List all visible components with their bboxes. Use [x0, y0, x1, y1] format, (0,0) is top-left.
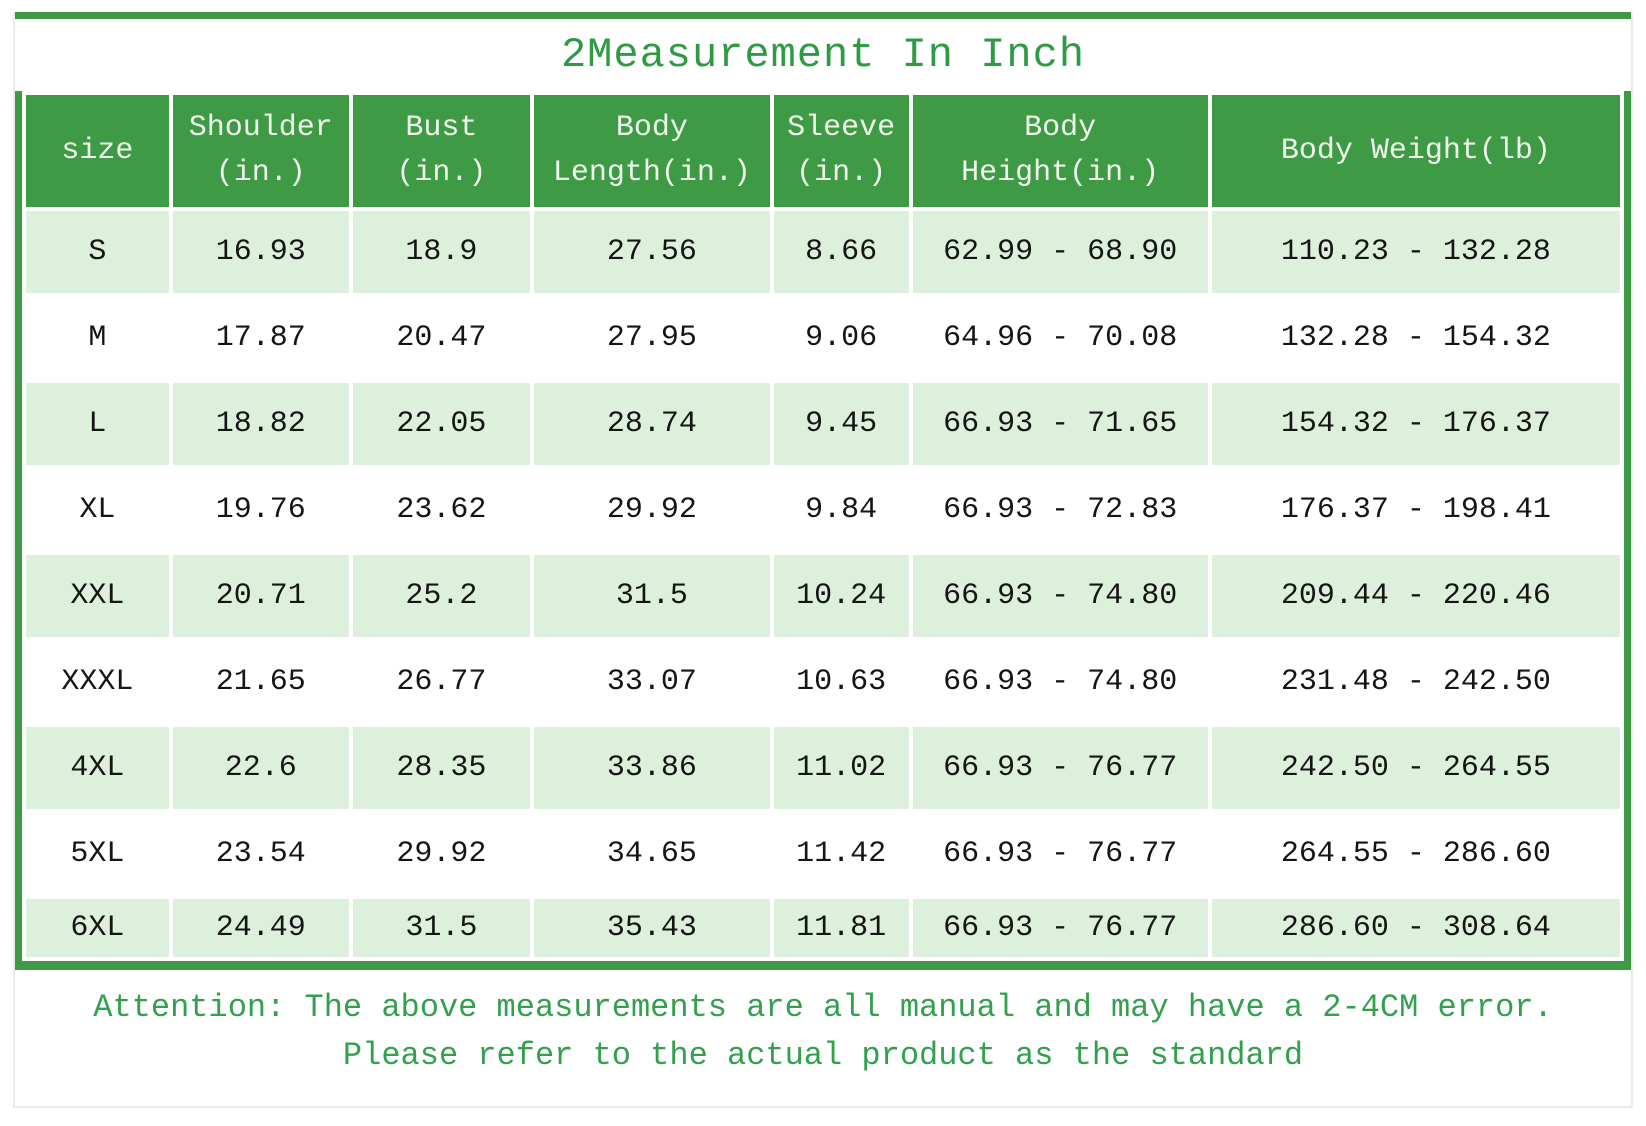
- table-cell: 264.55 - 286.60: [1211, 813, 1620, 895]
- table-cell: 23.54: [172, 813, 349, 895]
- table-cell: 23.62: [352, 469, 531, 551]
- col-header-body-height: Body Height(in.): [912, 95, 1208, 207]
- size-cell: XL: [26, 469, 169, 551]
- col-header-bust: Bust (in.): [352, 95, 531, 207]
- table-cell: 66.93 - 74.80: [912, 555, 1208, 637]
- size-cell: XXXL: [26, 641, 169, 723]
- table-row-m: M 17.87 20.47 27.95 9.06 64.96 - 70.08 1…: [26, 297, 1620, 379]
- table-cell: 9.06: [773, 297, 909, 379]
- table-row-5xl: 5XL 23.54 29.92 34.65 11.42 66.93 - 76.7…: [26, 813, 1620, 895]
- top-accent-bar: [15, 12, 1631, 19]
- col-header-body-length: Body Length(in.): [534, 95, 770, 207]
- size-chart-card: 2Measurement In Inch size Shoulder (in.)…: [13, 12, 1633, 1108]
- table-cell: 9.45: [773, 383, 909, 465]
- table-cell: 176.37 - 198.41: [1211, 469, 1620, 551]
- note-line-1: Attention: The above measurements are al…: [93, 989, 1553, 1026]
- table-cell: 110.23 - 132.28: [1211, 211, 1620, 293]
- table-cell: 26.77: [352, 641, 531, 723]
- table-cell: 9.84: [773, 469, 909, 551]
- table-cell: 10.24: [773, 555, 909, 637]
- table-cell: 231.48 - 242.50: [1211, 641, 1620, 723]
- size-cell: 6XL: [26, 899, 169, 957]
- table-row-s: S 16.93 18.9 27.56 8.66 62.99 - 68.90 11…: [26, 211, 1620, 293]
- table-cell: 66.93 - 71.65: [912, 383, 1208, 465]
- table-cell: 28.74: [534, 383, 770, 465]
- table-cell: 29.92: [534, 469, 770, 551]
- table-row-xl: XL 19.76 23.62 29.92 9.84 66.93 - 72.83 …: [26, 469, 1620, 551]
- table-cell: 24.49: [172, 899, 349, 957]
- table-cell: 25.2: [352, 555, 531, 637]
- table-cell: 22.05: [352, 383, 531, 465]
- table-cell: 27.95: [534, 297, 770, 379]
- table-cell: 11.81: [773, 899, 909, 957]
- size-cell: L: [26, 383, 169, 465]
- table-cell: 20.71: [172, 555, 349, 637]
- table-row-4xl: 4XL 22.6 28.35 33.86 11.02 66.93 - 76.77…: [26, 727, 1620, 809]
- table-cell: 11.42: [773, 813, 909, 895]
- size-cell: XXL: [26, 555, 169, 637]
- table-cell: 132.28 - 154.32: [1211, 297, 1620, 379]
- table-cell: 34.65: [534, 813, 770, 895]
- col-header-body-weight: Body Weight(lb): [1211, 95, 1620, 207]
- table-cell: 22.6: [172, 727, 349, 809]
- table-cell: 8.66: [773, 211, 909, 293]
- table-cell: 27.56: [534, 211, 770, 293]
- size-cell: 5XL: [26, 813, 169, 895]
- table-cell: 21.65: [172, 641, 349, 723]
- table-cell: 20.47: [352, 297, 531, 379]
- table-cell: 33.86: [534, 727, 770, 809]
- table-cell: 154.32 - 176.37: [1211, 383, 1620, 465]
- table-cell: 66.93 - 76.77: [912, 899, 1208, 957]
- table-row-6xl: 6XL 24.49 31.5 35.43 11.81 66.93 - 76.77…: [26, 899, 1620, 957]
- size-table-wrapper: size Shoulder (in.) Bust (in.) Body Leng…: [15, 91, 1631, 970]
- table-cell: 10.63: [773, 641, 909, 723]
- table-cell: 62.99 - 68.90: [912, 211, 1208, 293]
- size-table: size Shoulder (in.) Bust (in.) Body Leng…: [22, 91, 1624, 961]
- attention-note: Attention: The above measurements are al…: [15, 970, 1631, 1080]
- table-cell: 19.76: [172, 469, 349, 551]
- table-row-xxl: XXL 20.71 25.2 31.5 10.24 66.93 - 74.80 …: [26, 555, 1620, 637]
- table-cell: 66.93 - 74.80: [912, 641, 1208, 723]
- col-header-shoulder: Shoulder (in.): [172, 95, 349, 207]
- table-cell: 35.43: [534, 899, 770, 957]
- table-cell: 66.93 - 72.83: [912, 469, 1208, 551]
- table-cell: 18.82: [172, 383, 349, 465]
- table-cell: 11.02: [773, 727, 909, 809]
- size-cell: M: [26, 297, 169, 379]
- note-line-2: Please refer to the actual product as th…: [342, 1037, 1304, 1074]
- table-cell: 17.87: [172, 297, 349, 379]
- table-cell: 16.93: [172, 211, 349, 293]
- table-cell: 31.5: [534, 555, 770, 637]
- table-cell: 31.5: [352, 899, 531, 957]
- size-cell: 4XL: [26, 727, 169, 809]
- table-row-l: L 18.82 22.05 28.74 9.45 66.93 - 71.65 1…: [26, 383, 1620, 465]
- table-cell: 286.60 - 308.64: [1211, 899, 1620, 957]
- table-cell: 29.92: [352, 813, 531, 895]
- size-cell: S: [26, 211, 169, 293]
- table-cell: 66.93 - 76.77: [912, 727, 1208, 809]
- table-cell: 242.50 - 264.55: [1211, 727, 1620, 809]
- table-cell: 18.9: [352, 211, 531, 293]
- table-cell: 209.44 - 220.46: [1211, 555, 1620, 637]
- header-row: size Shoulder (in.) Bust (in.) Body Leng…: [26, 95, 1620, 207]
- table-row-xxxl: XXXL 21.65 26.77 33.07 10.63 66.93 - 74.…: [26, 641, 1620, 723]
- table-cell: 66.93 - 76.77: [912, 813, 1208, 895]
- col-header-size: size: [26, 95, 169, 207]
- table-cell: 33.07: [534, 641, 770, 723]
- table-cell: 64.96 - 70.08: [912, 297, 1208, 379]
- table-cell: 28.35: [352, 727, 531, 809]
- col-header-sleeve: Sleeve (in.): [773, 95, 909, 207]
- chart-title: 2Measurement In Inch: [560, 31, 1086, 79]
